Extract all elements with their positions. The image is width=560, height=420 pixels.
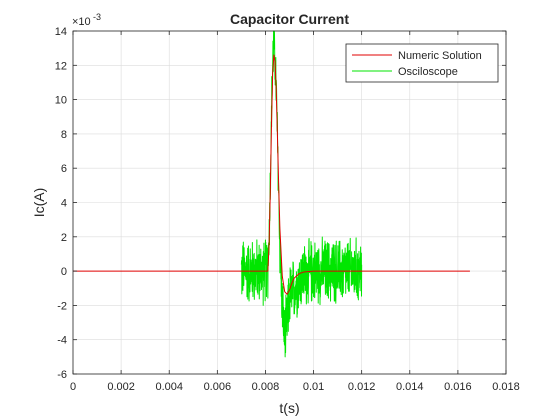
x-axis-label: t(s)	[279, 400, 299, 416]
y-tick-label: 0	[61, 266, 67, 278]
y-axis-label: Ic(A)	[31, 188, 47, 218]
axis-ticks: 0 0.002 0.004 0.006 0.008 0.01 0.012 0.014 0.016…	[55, 26, 520, 393]
x-tick-label: 0.018	[492, 381, 520, 393]
y-tick-label: -4	[57, 335, 67, 347]
x-tick-label: 0.016	[444, 381, 472, 393]
y-tick-label: -2	[57, 300, 67, 312]
y-exponent-label: ×10 -3	[72, 12, 101, 28]
series-layer	[73, 30, 470, 358]
y-tick-label: 12	[55, 60, 67, 72]
y-exponent-base: ×10	[72, 16, 91, 28]
legend-label-numeric-solution: Numeric Solution	[398, 50, 482, 62]
legend-box	[345, 43, 499, 83]
x-tick-label: 0.01	[303, 381, 324, 393]
y-exponent-power: -3	[93, 12, 101, 22]
x-tick-label: 0	[70, 381, 76, 393]
x-tick-label: 0.014	[396, 381, 424, 393]
x-tick-label: 0.008	[252, 381, 280, 393]
y-tick-label: 8	[61, 129, 67, 141]
y-tick-label: 14	[55, 26, 67, 38]
x-tick-label: 0.002	[107, 381, 135, 393]
y-tick-label: 4	[61, 198, 67, 210]
grid-lines	[72, 30, 507, 375]
legend-label-osciloscope: Osciloscope	[398, 66, 458, 78]
series-numeric-solution-line	[73, 54, 470, 295]
y-tick-label: 6	[61, 163, 67, 175]
chart-title: Capacitor Current	[230, 11, 349, 27]
legend: Numeric Solution Osciloscope	[345, 43, 499, 83]
x-tick-label: 0.004	[155, 381, 183, 393]
y-tick-label: 10	[55, 95, 67, 107]
x-tick-label: 0.012	[348, 381, 376, 393]
y-tick-label: 2	[61, 232, 67, 244]
x-tick-label: 0.006	[204, 381, 232, 393]
series-osciloscope-line	[240, 30, 363, 358]
y-tick-label: -6	[57, 369, 67, 381]
